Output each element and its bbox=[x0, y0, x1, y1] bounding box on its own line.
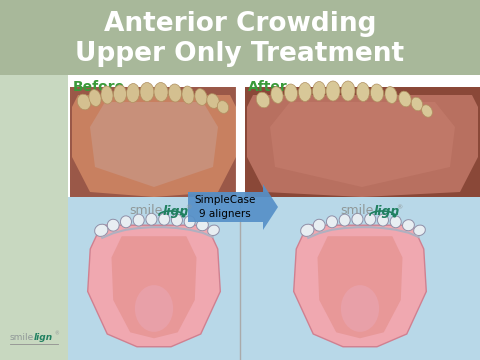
Ellipse shape bbox=[341, 285, 379, 332]
Polygon shape bbox=[90, 102, 218, 187]
Ellipse shape bbox=[168, 84, 181, 102]
Bar bbox=[0, 0, 480, 75]
Ellipse shape bbox=[195, 89, 207, 105]
Ellipse shape bbox=[414, 225, 425, 235]
Ellipse shape bbox=[339, 214, 350, 226]
Ellipse shape bbox=[217, 101, 228, 113]
Ellipse shape bbox=[107, 219, 119, 231]
Ellipse shape bbox=[95, 224, 108, 237]
Ellipse shape bbox=[312, 81, 325, 100]
Text: Anterior Crowding: Anterior Crowding bbox=[104, 11, 376, 37]
Polygon shape bbox=[270, 102, 455, 187]
Ellipse shape bbox=[135, 285, 173, 332]
Bar bbox=[245, 87, 480, 197]
Polygon shape bbox=[111, 236, 196, 338]
Text: smile: smile bbox=[130, 204, 163, 217]
Ellipse shape bbox=[208, 225, 219, 235]
Polygon shape bbox=[317, 236, 403, 338]
Ellipse shape bbox=[299, 82, 312, 102]
Text: Upper Only Treatment: Upper Only Treatment bbox=[75, 41, 405, 67]
Ellipse shape bbox=[300, 224, 314, 237]
Bar bbox=[0, 75, 68, 360]
Text: SimpleCase
9 aligners: SimpleCase 9 aligners bbox=[194, 195, 256, 219]
Ellipse shape bbox=[182, 86, 194, 104]
Ellipse shape bbox=[371, 84, 384, 102]
Text: ®: ® bbox=[185, 206, 191, 211]
Ellipse shape bbox=[341, 81, 355, 101]
Ellipse shape bbox=[120, 216, 132, 228]
Text: smile: smile bbox=[341, 204, 374, 217]
Ellipse shape bbox=[159, 213, 170, 225]
Text: After: After bbox=[248, 80, 288, 94]
Ellipse shape bbox=[171, 214, 182, 226]
Text: lign: lign bbox=[374, 204, 400, 217]
Ellipse shape bbox=[390, 216, 401, 228]
Text: Before: Before bbox=[73, 80, 125, 94]
Polygon shape bbox=[294, 225, 426, 347]
Ellipse shape bbox=[285, 84, 298, 102]
Ellipse shape bbox=[365, 213, 376, 225]
Ellipse shape bbox=[411, 97, 423, 111]
Ellipse shape bbox=[146, 213, 157, 225]
Ellipse shape bbox=[101, 86, 113, 104]
Text: ®: ® bbox=[396, 206, 402, 211]
Polygon shape bbox=[247, 95, 478, 197]
Text: smile: smile bbox=[10, 333, 34, 342]
Ellipse shape bbox=[89, 90, 101, 107]
Ellipse shape bbox=[403, 220, 414, 231]
Bar bbox=[68, 75, 480, 360]
Ellipse shape bbox=[326, 81, 340, 101]
Ellipse shape bbox=[352, 213, 363, 225]
Bar bbox=[68, 197, 480, 360]
Ellipse shape bbox=[113, 85, 127, 103]
Ellipse shape bbox=[207, 94, 219, 108]
Ellipse shape bbox=[127, 84, 140, 103]
Ellipse shape bbox=[256, 92, 270, 108]
Ellipse shape bbox=[326, 216, 337, 228]
Bar bbox=[70, 87, 238, 197]
Ellipse shape bbox=[133, 214, 144, 226]
Bar bbox=[70, 87, 238, 197]
Ellipse shape bbox=[313, 219, 325, 231]
Ellipse shape bbox=[421, 105, 432, 117]
Polygon shape bbox=[88, 225, 220, 347]
Ellipse shape bbox=[196, 220, 208, 231]
Ellipse shape bbox=[184, 216, 195, 228]
Ellipse shape bbox=[140, 82, 154, 102]
Ellipse shape bbox=[399, 91, 411, 107]
Ellipse shape bbox=[77, 94, 91, 110]
Polygon shape bbox=[72, 95, 236, 197]
Ellipse shape bbox=[271, 87, 283, 103]
Ellipse shape bbox=[385, 87, 397, 103]
Ellipse shape bbox=[357, 82, 370, 102]
Ellipse shape bbox=[154, 82, 168, 102]
Text: lign: lign bbox=[34, 333, 53, 342]
Ellipse shape bbox=[377, 214, 388, 226]
Text: lign: lign bbox=[163, 204, 190, 217]
Text: ®: ® bbox=[54, 332, 59, 337]
Polygon shape bbox=[188, 184, 278, 230]
